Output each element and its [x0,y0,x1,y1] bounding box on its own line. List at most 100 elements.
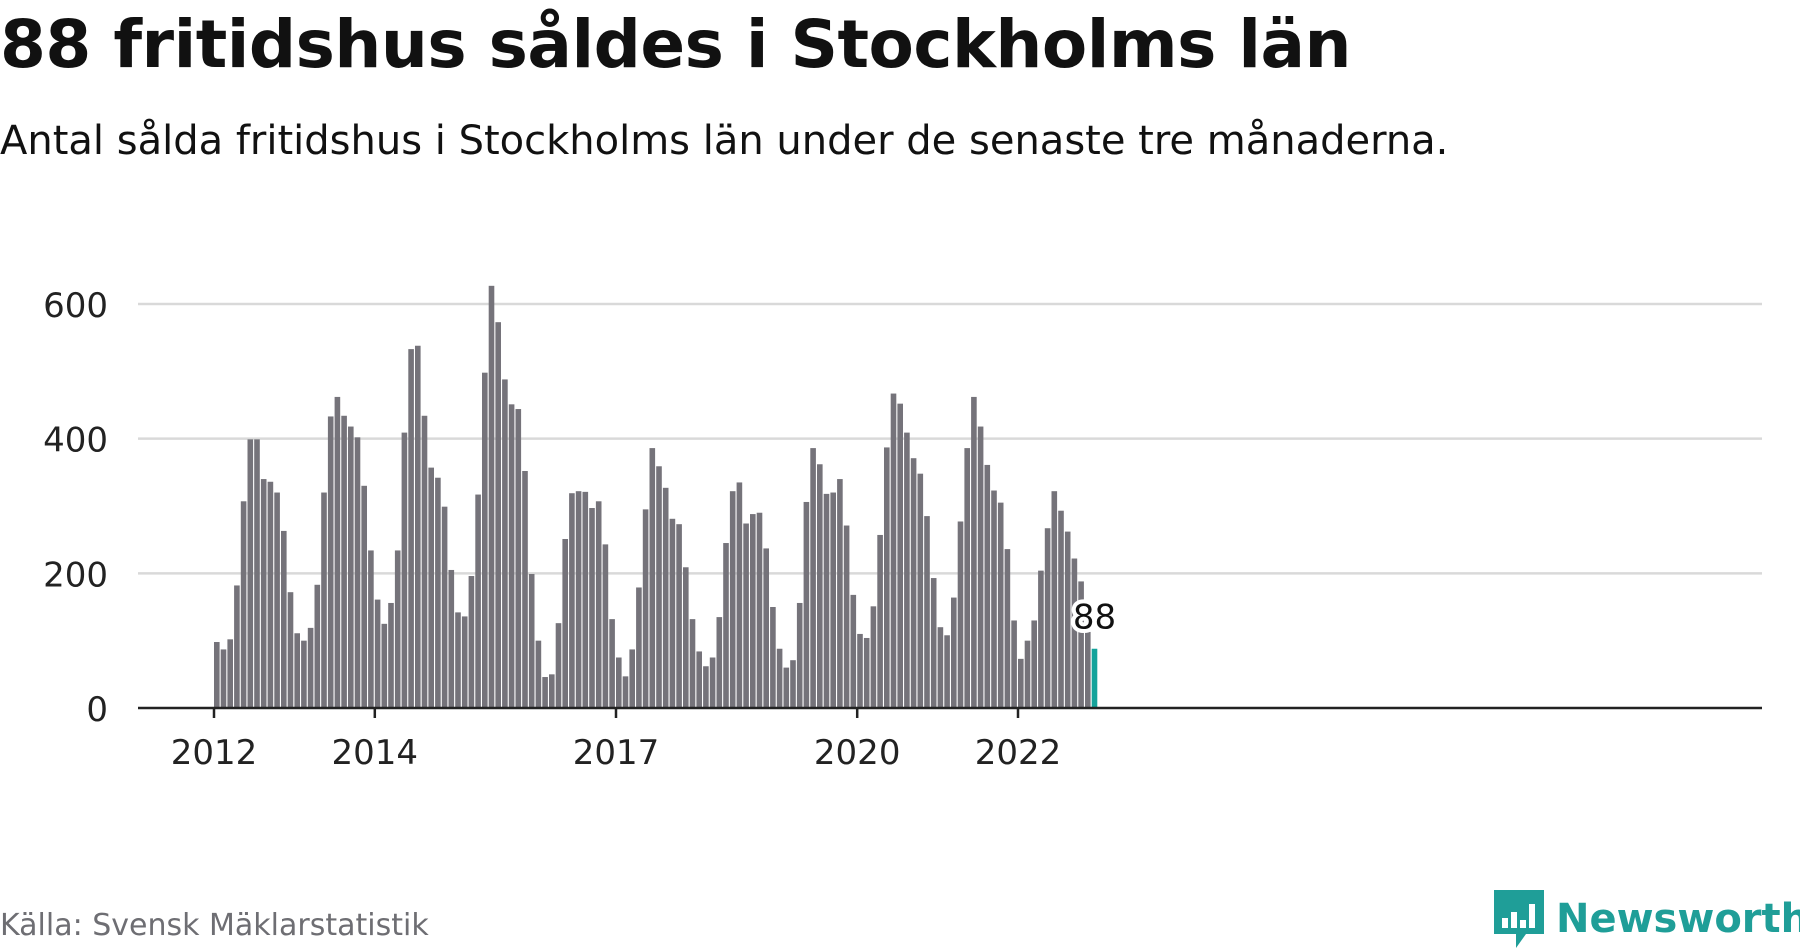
bar [281,530,287,708]
bar [562,538,568,708]
bar [482,372,488,708]
axes [138,706,1762,718]
bar [1051,491,1058,708]
bar [696,651,702,708]
bar [1064,531,1071,708]
y-tick-label: 600 [43,286,108,326]
bar [1031,620,1037,708]
bar [716,617,723,708]
bar [388,602,394,708]
bar [448,569,455,708]
bar [1071,558,1078,708]
bars [214,285,1098,708]
bar [294,633,300,708]
bar [676,524,682,708]
bar [890,393,897,708]
bar [656,466,662,708]
bar [307,627,314,708]
chart-title: 88 fritidshus såldes i Stockholms län [0,6,1352,83]
bar [435,477,441,708]
source-note: Källa: Svensk Mäklarstatistik [0,908,429,943]
bar [957,521,964,708]
bar [555,623,562,708]
newsworthy-logo[interactable]: Newsworthy [1494,890,1800,948]
bar [823,493,830,708]
bar [1018,658,1024,708]
bar [394,550,401,708]
bar [817,464,823,708]
chart-subtitle: Antal sålda fritidshus i Stockholms län … [0,118,1449,164]
bar [796,602,803,708]
bar [1004,549,1011,708]
bar [609,619,615,708]
bar [863,637,870,708]
x-tick-label: 2022 [975,733,1062,773]
bar [709,657,716,708]
gridlines [138,302,1762,575]
bar [361,485,367,708]
bar [810,448,816,708]
bar [971,396,977,708]
bar [528,574,535,708]
bar [830,492,836,708]
bar [803,501,810,708]
y-tick-label: 200 [43,555,108,595]
bar [220,649,227,708]
bar [991,490,997,708]
bar [602,544,609,708]
bar [770,607,776,708]
bar [274,492,280,708]
bar [977,426,984,708]
bar [930,578,937,708]
bar [884,447,890,708]
bar [495,322,501,708]
bar [374,599,381,708]
bar [254,439,260,708]
bar [917,473,924,708]
bar [850,594,857,708]
bar [1024,640,1031,708]
bar [669,518,676,708]
bar [408,349,414,708]
bar [415,345,421,708]
bar [1078,581,1084,708]
bar [1038,570,1044,708]
bar [508,404,515,708]
bar [756,512,763,708]
bar [455,612,461,708]
bar [234,585,240,708]
bar [703,666,709,708]
bar [334,396,341,708]
bar [743,523,749,708]
bar [428,467,434,708]
bar [689,619,696,708]
bar [348,426,354,708]
bar [944,635,950,708]
bar [535,640,542,708]
labels: 0 200 400 600 2012 2014 2017 2020 2022 88 [43,286,1120,773]
x-tick-label: 2014 [332,733,419,773]
y-tick-label: 400 [43,421,108,461]
bar [1044,528,1051,708]
bar-chart: 0 200 400 600 2012 2014 2017 2020 2022 88 [43,285,1762,773]
bar [589,508,595,708]
bar [857,633,863,708]
newsworthy-logo-icon [1494,890,1544,948]
bar [488,285,495,708]
bar [837,479,843,708]
bar [569,493,575,708]
bar [542,677,548,708]
bar [341,415,347,708]
bar [301,640,307,708]
bar [582,491,589,708]
bar [401,432,408,708]
bar [683,567,689,708]
bar [937,627,944,708]
bar [1011,620,1017,708]
bar [910,458,917,708]
bar [790,660,796,708]
bar [441,506,448,708]
bar [522,470,528,708]
bar [776,648,783,708]
bar [750,514,756,708]
